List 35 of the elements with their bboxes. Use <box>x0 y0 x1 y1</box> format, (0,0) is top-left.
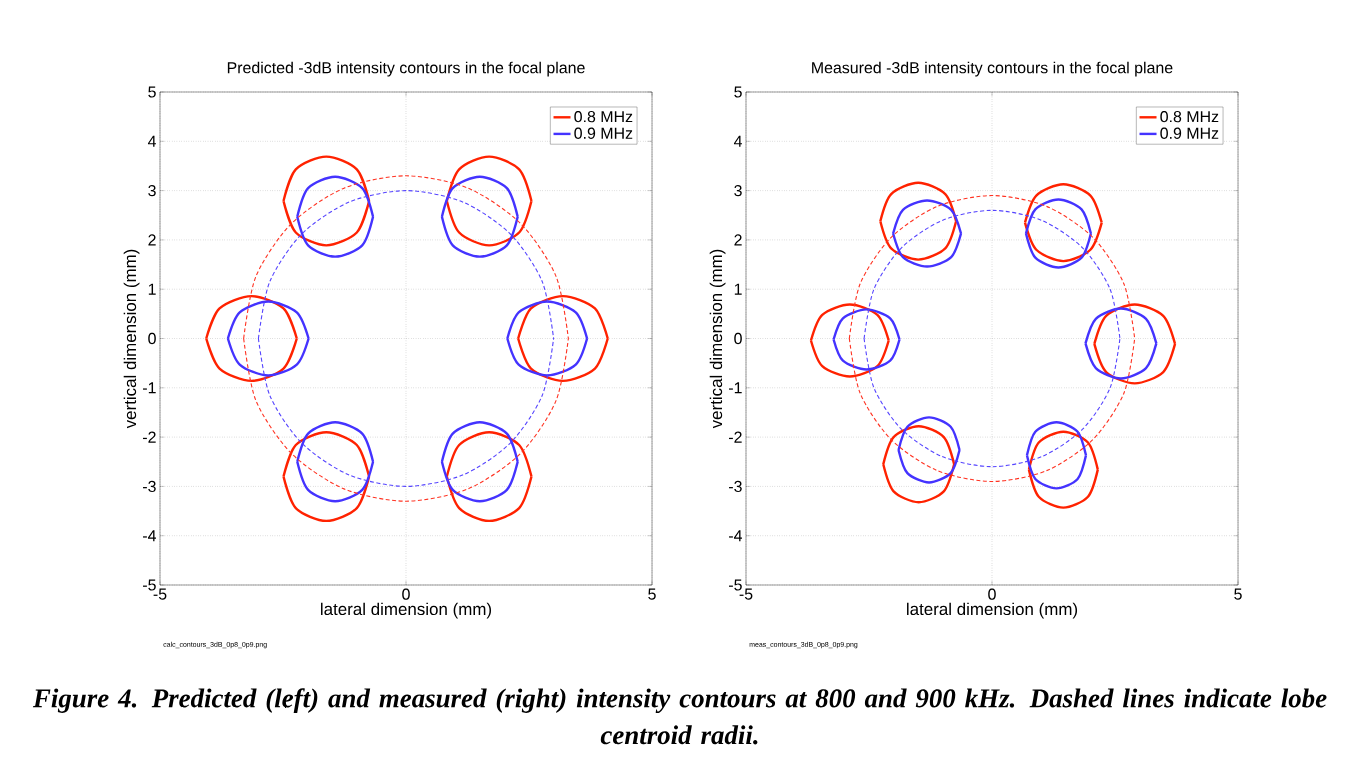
x-axis-title: lateral dimension (mm) <box>321 602 492 619</box>
y-tick-label: 1 <box>148 283 156 295</box>
y-tick-label: -4 <box>729 530 743 542</box>
y-axis-title: vertical dimension (mm) <box>123 249 140 429</box>
y-tick-label: -1 <box>729 382 742 394</box>
caption: Figure 4. Predicted (left) and measured (right) intensity contours at 800 and 900 kHz. Dashed lines indicate lobe centroid radii. <box>32 688 1327 745</box>
y-tick-label: 0 <box>734 332 742 345</box>
legend-label: 0.9 MHz <box>1160 127 1219 139</box>
x-tick-label: 0 <box>402 588 410 600</box>
y-tick-label: 1 <box>734 283 742 295</box>
y-tick-label: 4 <box>147 135 157 147</box>
y-tick-label: 5 <box>148 86 156 98</box>
x-axis-title: lateral dimension (mm) <box>907 602 1078 619</box>
y-tick-label: -1 <box>143 382 156 394</box>
y-tick-label: -3 <box>729 480 742 493</box>
y-axis-title: vertical dimension (mm) <box>709 249 726 429</box>
x-tick-label: 5 <box>648 588 656 600</box>
y-tick-label: 3 <box>148 184 156 197</box>
legend-label: 0.8 MHz <box>1160 110 1219 123</box>
y-tick-label: 0 <box>148 332 156 345</box>
y-tick-label: 2 <box>148 234 156 246</box>
x-tick-label: 0 <box>988 588 996 600</box>
y-tick-label: 3 <box>734 184 742 197</box>
legend-label: 0.8 MHz <box>574 110 633 123</box>
legend-label: 0.9 MHz <box>574 127 633 139</box>
y-tick-label: -3 <box>143 480 156 493</box>
y-tick-label: -4 <box>143 530 157 542</box>
chart-title: Measured -3dB intensity contours in the focal plane <box>812 61 1173 77</box>
y-tick-label: 2 <box>734 234 742 246</box>
x-tick-label: 5 <box>1234 588 1242 600</box>
y-tick-label: 5 <box>734 86 742 98</box>
y-tick-label: -2 <box>729 431 742 443</box>
chart-title: Predicted -3dB intensity contours in the focal plane <box>227 61 585 77</box>
y-tick-label: 4 <box>733 135 743 147</box>
y-tick-label: -2 <box>143 431 156 443</box>
